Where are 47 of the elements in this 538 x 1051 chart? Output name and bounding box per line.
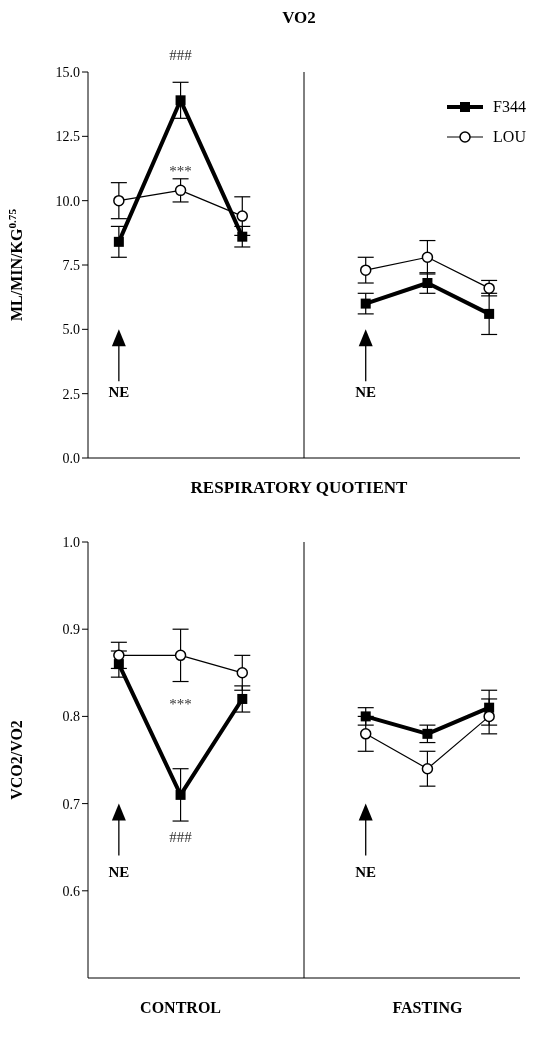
point (359, 728, 372, 740)
text: ### (169, 47, 193, 63)
point (484, 308, 495, 319)
point (422, 278, 433, 289)
y-tick-label: 1.0 (62, 534, 80, 550)
point (237, 693, 248, 704)
y-tick-label: 7.5 (62, 257, 80, 273)
annotation: *** (169, 162, 192, 179)
point (422, 728, 433, 739)
point (174, 184, 187, 197)
annotation: NE (355, 384, 377, 401)
annotation: ### (169, 828, 193, 845)
y-tick-label: 0.8 (62, 709, 80, 725)
point (236, 210, 249, 222)
point (237, 231, 248, 242)
chart-title: VO2 (281, 8, 317, 29)
point (483, 710, 495, 723)
chart-title: RESPIRATORY QUOTIENT (189, 478, 409, 499)
x-tick-label: FASTING (392, 999, 463, 1017)
y-tick-label: 2.5 (62, 386, 80, 402)
y-tick-label: 0.0 (62, 450, 80, 466)
y-tick-label: 0.9 (62, 622, 80, 638)
point (236, 667, 249, 679)
y-tick-label: 0.6 (62, 883, 80, 899)
annotation: *** (169, 695, 192, 712)
point (421, 251, 434, 264)
annotation: NE (355, 863, 377, 880)
legend-label: LOU (493, 128, 526, 146)
point (113, 194, 125, 207)
point (175, 95, 186, 106)
y-axis-title: VCO2/VO2 (8, 720, 25, 800)
y-tick-label: 10.0 (55, 193, 80, 209)
y-tick-label: 5.0 (62, 322, 80, 338)
point (360, 711, 371, 722)
y-tick-label: 0.7 (62, 796, 80, 812)
annotation: NE (108, 863, 130, 880)
x-tick-label: CONTROL (140, 999, 222, 1017)
point (360, 298, 371, 309)
y-tick-label: 12.5 (55, 129, 80, 145)
legend-label: F344 (493, 98, 526, 116)
y-tick-label: 15.0 (55, 64, 80, 80)
annotation: NE (108, 384, 130, 401)
point (174, 649, 187, 662)
point (113, 236, 124, 247)
point (175, 789, 186, 800)
point (359, 264, 372, 276)
point (421, 762, 434, 775)
